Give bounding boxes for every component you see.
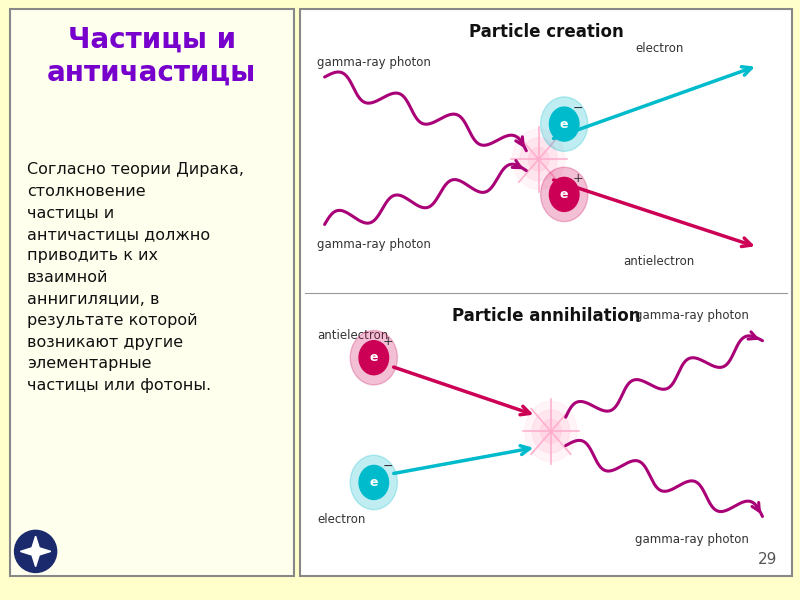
FancyBboxPatch shape xyxy=(300,9,792,576)
FancyBboxPatch shape xyxy=(10,9,294,576)
Circle shape xyxy=(550,107,579,141)
Text: gamma-ray photon: gamma-ray photon xyxy=(634,308,749,322)
Circle shape xyxy=(359,466,389,499)
Circle shape xyxy=(528,148,549,171)
Circle shape xyxy=(350,455,398,509)
Circle shape xyxy=(541,167,588,221)
Text: −: − xyxy=(382,460,393,473)
Text: e: e xyxy=(560,118,569,131)
Text: e: e xyxy=(370,351,378,364)
Circle shape xyxy=(532,410,570,453)
Polygon shape xyxy=(20,536,51,566)
Circle shape xyxy=(513,129,565,190)
Text: −: − xyxy=(573,102,583,115)
Text: electron: electron xyxy=(318,513,366,526)
Circle shape xyxy=(550,178,579,211)
Circle shape xyxy=(14,530,57,572)
Text: +: + xyxy=(573,172,583,185)
Circle shape xyxy=(541,419,562,443)
Circle shape xyxy=(541,97,588,151)
Text: electron: electron xyxy=(635,42,683,55)
Text: gamma-ray photon: gamma-ray photon xyxy=(634,533,749,545)
Text: Particle annihilation: Particle annihilation xyxy=(452,307,640,325)
Text: antielectron: antielectron xyxy=(623,255,694,268)
Circle shape xyxy=(359,341,389,375)
Text: gamma-ray photon: gamma-ray photon xyxy=(318,56,431,70)
Circle shape xyxy=(350,331,398,385)
Text: gamma-ray photon: gamma-ray photon xyxy=(318,238,431,251)
Text: Согласно теории Дирака,
столкновение
частицы и
античастицы должно
приводить к их: Согласно теории Дирака, столкновение час… xyxy=(26,162,244,393)
Text: e: e xyxy=(560,188,569,201)
Text: 29: 29 xyxy=(758,553,778,568)
Text: Частицы и
античастицы: Частицы и античастицы xyxy=(47,26,256,86)
Text: e: e xyxy=(370,476,378,489)
Text: antielectron: antielectron xyxy=(318,329,389,341)
Text: Particle creation: Particle creation xyxy=(469,23,623,41)
Circle shape xyxy=(525,401,577,461)
Circle shape xyxy=(520,138,558,181)
Text: +: + xyxy=(382,335,393,349)
